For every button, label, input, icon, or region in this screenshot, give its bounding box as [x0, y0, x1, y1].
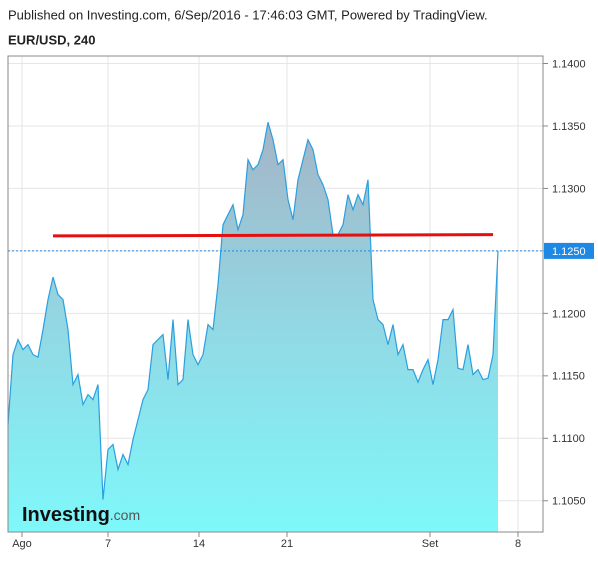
x-tick-label: Ago: [12, 538, 32, 550]
chart-title: EUR/USD, 240: [8, 32, 95, 47]
watermark-suffix: .com: [110, 507, 140, 523]
x-tick-label: 14: [193, 538, 205, 550]
x-tick-label: Set: [422, 538, 439, 550]
watermark-brand: Investing: [22, 504, 110, 526]
trend-line: [52, 233, 494, 238]
y-tick-label: 1.1200: [552, 308, 586, 320]
header: Published on Investing.com, 6/Sep/2016 -…: [8, 7, 488, 22]
y-tick-label: 1.1300: [552, 183, 586, 195]
y-tick-label: 1.1050: [552, 496, 586, 508]
current-price-box: [544, 242, 594, 259]
watermark: Investing.com: [22, 504, 140, 526]
area-fill: [8, 122, 498, 532]
x-tick-label: 8: [515, 538, 521, 550]
y-tick-label: 1.1150: [552, 371, 585, 383]
y-tick-label: 1.1100: [552, 433, 585, 445]
y-tick-label: 1.1250: [552, 246, 586, 258]
y-tick-label: 1.1350: [552, 121, 586, 133]
y-tick-label: 1.1400: [552, 58, 586, 70]
price-line: [7, 122, 499, 500]
x-tick-label: 7: [105, 538, 111, 550]
plot-frame: [7, 55, 544, 533]
x-tick-label: 21: [281, 538, 293, 550]
